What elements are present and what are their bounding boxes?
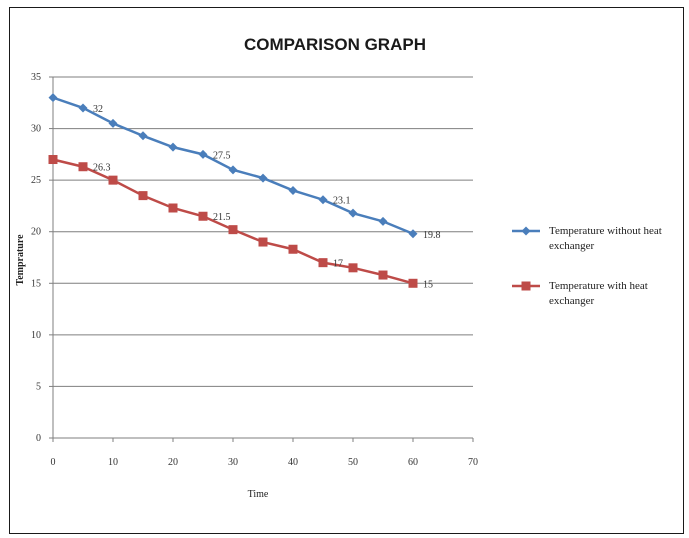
x-tick-label-70: 70 (468, 457, 478, 468)
legend-entry-1: Temperature without heat exchanger (512, 225, 662, 252)
series-2: 26.3 21.5 17 15 (48, 155, 433, 290)
data-point-2-4 (168, 203, 178, 213)
data-point-2-0 (48, 155, 58, 165)
x-tick-label-40: 40 (288, 457, 298, 468)
data-point-1-2 (108, 118, 118, 128)
data-label-1-1: 27.5 (213, 150, 231, 161)
y-tick-label-10: 10 (31, 330, 41, 341)
data-point-1-3 (138, 131, 148, 141)
data-label-2-3: 15 (423, 279, 433, 290)
data-label-1-0: 32 (93, 104, 103, 115)
data-point-2-11 (378, 270, 388, 280)
x-tick-label-20: 20 (168, 457, 178, 468)
data-point-1-12 (408, 229, 418, 239)
data-point-1-4 (168, 142, 178, 152)
axes (52, 77, 473, 439)
legend-entry-2: Temperature with heat exchanger (512, 280, 648, 307)
data-point-2-6 (228, 225, 238, 235)
legend-label-2-1: exchanger (549, 295, 595, 307)
legend-marker-2 (521, 281, 531, 291)
data-label-2-0: 26.3 (93, 163, 111, 174)
data-point-1-5 (198, 149, 208, 159)
y-tick-label-5: 5 (36, 381, 41, 392)
data-point-1-9 (318, 195, 328, 205)
x-tick-label-30: 30 (228, 457, 238, 468)
y-tick-label-25: 25 (31, 175, 41, 186)
legend-label-2-0: Temperature with heat (549, 280, 648, 292)
x-tick-label-60: 60 (408, 457, 418, 468)
x-axis-label: Time (248, 489, 269, 500)
data-label-1-2: 23.1 (333, 196, 351, 207)
data-point-1-8 (288, 185, 298, 195)
y-tick-label-30: 30 (31, 124, 41, 135)
data-point-1-1 (78, 103, 88, 113)
data-point-1-10 (348, 208, 358, 218)
y-tick-label-15: 15 (31, 278, 41, 289)
chart-title: COMPARISON GRAPH (244, 35, 426, 54)
data-point-2-9 (318, 258, 328, 268)
legend: Temperature without heatexchangerTempera… (512, 225, 662, 307)
data-point-2-10 (348, 263, 358, 273)
data-point-2-7 (258, 237, 268, 247)
y-tick-label-20: 20 (31, 227, 41, 238)
legend-marker-1 (521, 226, 531, 236)
x-tick-label-10: 10 (108, 457, 118, 468)
series-1: 32 27.5 23.1 19.8 (48, 93, 441, 241)
y-axis-label: Temprature (15, 234, 26, 286)
data-label-2-2: 17 (333, 259, 343, 270)
data-point-2-3 (138, 191, 148, 201)
data-label-2-1: 21.5 (213, 212, 231, 223)
data-label-1-3: 19.8 (423, 230, 441, 241)
data-point-2-1 (78, 162, 88, 172)
data-point-1-11 (378, 216, 388, 226)
series-layer: 32 27.5 23.1 19.8 26.3 21.5 17 15 (48, 93, 441, 290)
x-axis-ticks: 0 10 20 30 40 50 60 70 (51, 438, 478, 468)
legend-label-1-1: exchanger (549, 240, 595, 252)
legend-label-1-0: Temperature without heat (549, 225, 662, 237)
data-point-1-6 (228, 165, 238, 175)
data-point-1-0 (48, 93, 58, 103)
data-point-2-12 (408, 278, 418, 288)
chart-frame (9, 7, 684, 534)
series-line-2 (52, 158, 414, 285)
x-tick-label-50: 50 (348, 457, 358, 468)
data-point-1-7 (258, 173, 268, 183)
data-point-2-5 (198, 211, 208, 221)
y-tick-label-35: 35 (31, 72, 41, 83)
y-tick-label-0: 0 (36, 433, 41, 444)
data-point-2-2 (108, 175, 118, 185)
x-tick-label-0: 0 (51, 457, 56, 468)
y-axis-ticks: 0 5 10 15 20 25 30 35 (31, 72, 53, 444)
data-point-2-8 (288, 244, 298, 254)
